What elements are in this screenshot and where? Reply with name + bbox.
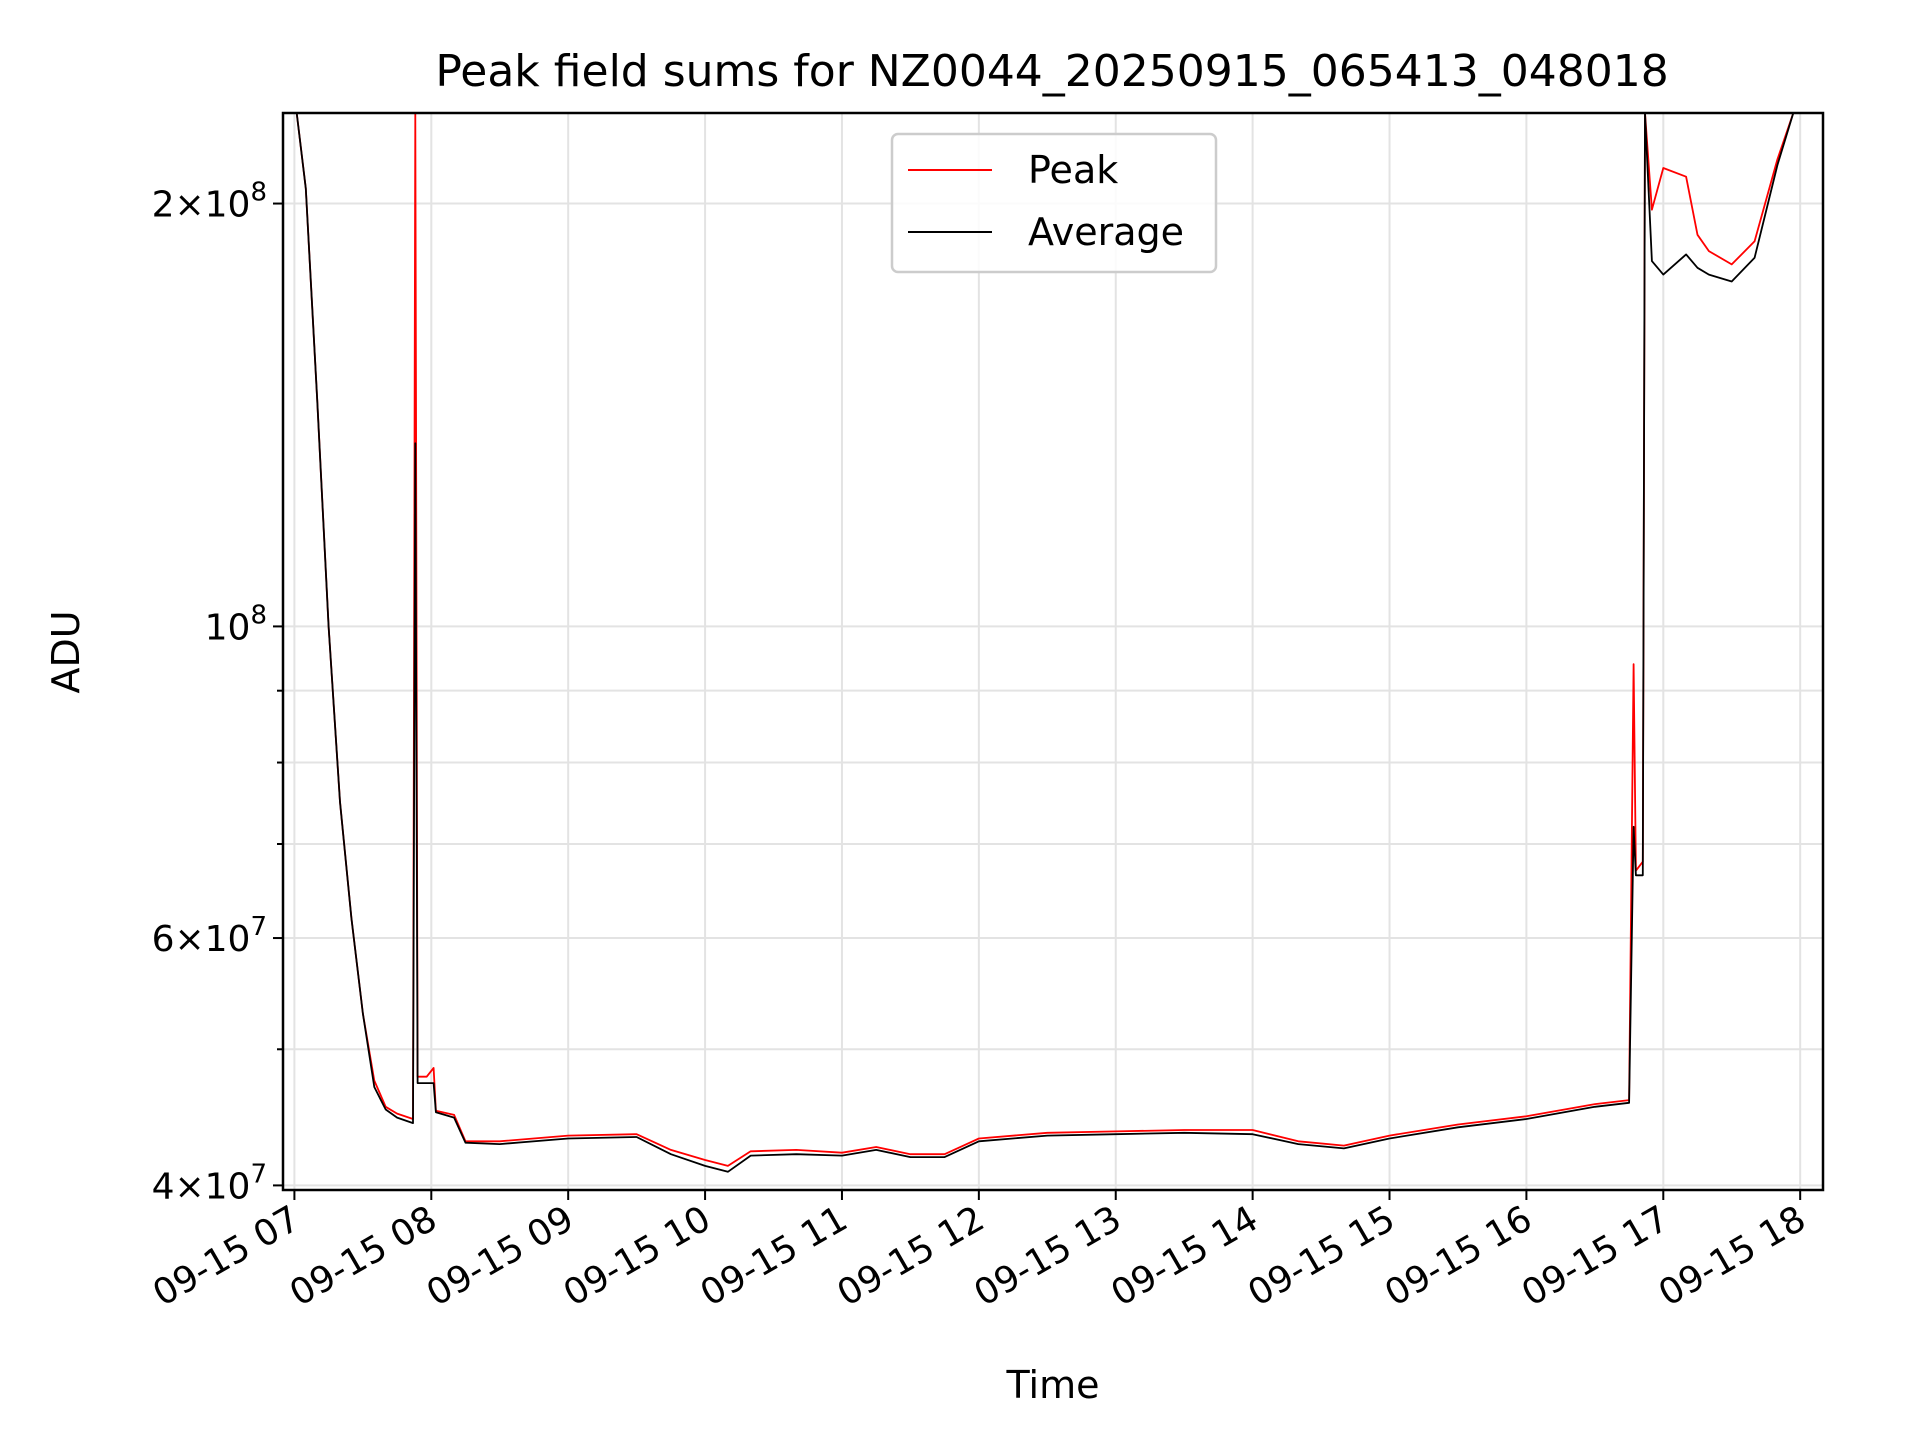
y-axis-label: ADU [44,610,88,693]
x-axis-label: Time [1006,1363,1100,1407]
y-tick-label: 4×107 [152,1159,267,1207]
y-tick-label: 6×107 [152,912,267,960]
plot-frame [281,111,1825,1192]
legend: Peak Average [890,132,1218,274]
series-line-average [283,113,1823,1173]
series-line-peak [283,113,1823,1167]
legend-label-average: Average [1028,210,1184,254]
legend-box [890,132,1218,274]
y-tick-label: 2×108 [152,178,267,226]
chart-title: Peak field sums for NZ0044_20250915_0654… [435,46,1668,97]
legend-label-peak: Peak [1028,148,1118,192]
grid-layer [283,113,1823,1190]
data-layer [283,113,1823,1173]
